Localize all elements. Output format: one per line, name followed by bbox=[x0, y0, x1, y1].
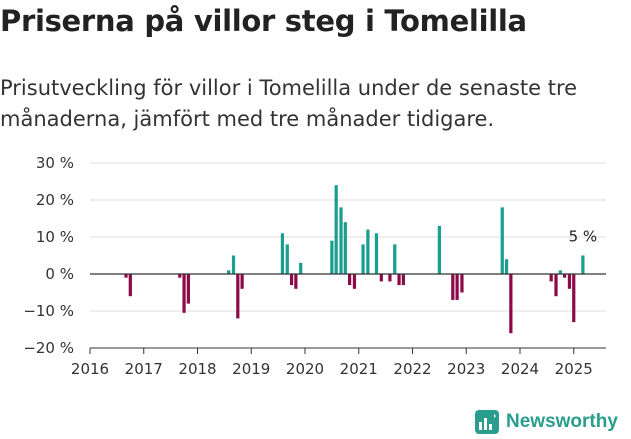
bar bbox=[280, 233, 285, 274]
x-tick-label: 2022 bbox=[393, 360, 431, 378]
latest-value-label: 5 % bbox=[569, 228, 598, 246]
bar bbox=[178, 274, 182, 278]
bar bbox=[581, 255, 585, 274]
newsworthy-logo-text: Newsworthy bbox=[506, 411, 618, 432]
y-tick-label: 0 % bbox=[45, 265, 74, 283]
x-tick-label: 2019 bbox=[232, 360, 270, 378]
newsworthy-logo-icon bbox=[475, 410, 499, 434]
bar bbox=[393, 244, 397, 274]
bar bbox=[186, 274, 190, 304]
bar bbox=[128, 274, 132, 297]
bar bbox=[289, 274, 294, 286]
bar bbox=[334, 185, 338, 274]
bar bbox=[549, 274, 553, 282]
bars bbox=[124, 185, 585, 334]
y-tick-label: −20 % bbox=[23, 339, 74, 357]
bar bbox=[374, 233, 379, 274]
x-tick-label: 2020 bbox=[286, 360, 324, 378]
bar bbox=[285, 244, 289, 274]
bar bbox=[451, 274, 455, 300]
bar bbox=[388, 274, 392, 282]
bar bbox=[366, 229, 370, 274]
bar bbox=[401, 274, 405, 286]
x-tick-label: 2016 bbox=[71, 360, 109, 378]
bar bbox=[339, 207, 343, 274]
bar bbox=[330, 240, 334, 274]
chart-subtitle: Prisutveckling för villor i Tomelilla un… bbox=[0, 76, 578, 131]
bar bbox=[348, 274, 352, 286]
bar bbox=[509, 274, 513, 334]
x-tick-label: 2023 bbox=[447, 360, 485, 378]
bar bbox=[236, 274, 240, 319]
newsworthy-logo: Newsworthy bbox=[474, 407, 618, 437]
x-tick-label: 2018 bbox=[178, 360, 216, 378]
bar bbox=[460, 274, 464, 293]
bar bbox=[352, 274, 357, 289]
bar bbox=[379, 274, 383, 282]
y-tick-label: 10 % bbox=[36, 228, 74, 246]
bar bbox=[182, 274, 186, 313]
gridlines bbox=[90, 162, 606, 349]
bar-chart: −20 % −10 % 0 % 10 % 20 % 30 % 2016 2017 2018 201… bbox=[23, 154, 606, 378]
x-tick-label: 2025 bbox=[555, 360, 593, 378]
x-tick-label: 2024 bbox=[501, 360, 539, 378]
bar bbox=[227, 270, 231, 274]
bar bbox=[554, 274, 558, 297]
bar bbox=[500, 207, 504, 274]
y-tick-label: −10 % bbox=[23, 302, 74, 320]
bar bbox=[397, 274, 401, 286]
bar bbox=[343, 222, 347, 274]
bar bbox=[124, 274, 128, 278]
bar bbox=[455, 274, 459, 300]
bar bbox=[572, 274, 576, 323]
bar bbox=[299, 262, 303, 274]
y-tick-label: 20 % bbox=[36, 191, 74, 209]
chart-title: Priserna på villor steg i Tomelilla bbox=[0, 4, 527, 38]
bar bbox=[361, 244, 365, 274]
axes: −20 % −10 % 0 % 10 % 20 % 30 % 2016 2017 2018 201… bbox=[23, 154, 606, 378]
bar bbox=[558, 270, 562, 274]
bar bbox=[567, 274, 572, 289]
y-tick-label: 30 % bbox=[36, 154, 74, 172]
bar bbox=[437, 225, 441, 274]
bar bbox=[231, 255, 236, 274]
bar bbox=[563, 274, 567, 278]
bar bbox=[504, 259, 509, 274]
x-tick-label: 2021 bbox=[340, 360, 378, 378]
x-tick-label: 2017 bbox=[125, 360, 163, 378]
bar bbox=[240, 274, 244, 289]
bar bbox=[294, 274, 298, 289]
